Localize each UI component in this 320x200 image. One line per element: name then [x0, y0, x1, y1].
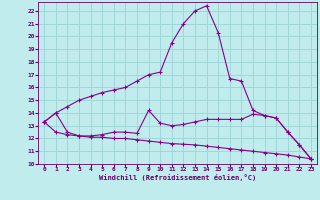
X-axis label: Windchill (Refroidissement éolien,°C): Windchill (Refroidissement éolien,°C) — [99, 174, 256, 181]
